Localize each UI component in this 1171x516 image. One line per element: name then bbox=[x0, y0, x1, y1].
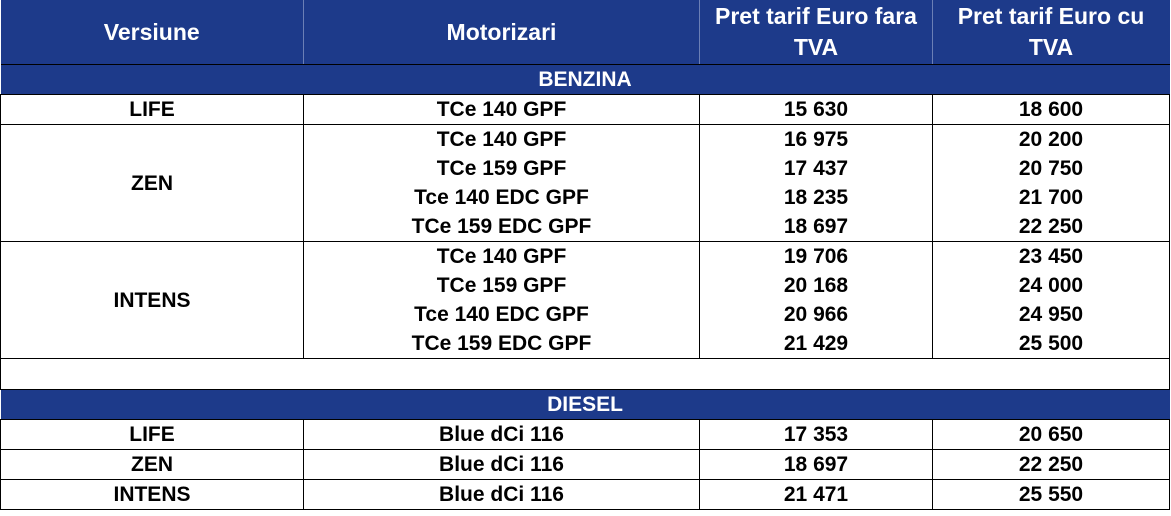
table-row: LIFE Blue dCi 116 17 353 20 650 bbox=[0, 419, 1170, 450]
header-pret-cu-tva: Pret tarif Euro cu TVA bbox=[932, 0, 1170, 65]
table-row: TCe 159 EDC GPF 21 429 25 500 bbox=[1, 329, 1170, 359]
price-net-cell: 15 630 bbox=[699, 94, 933, 125]
table-row: Tce 140 EDC GPF 18 235 21 700 bbox=[1, 183, 1170, 212]
engine-cell: TCe 140 GPF bbox=[303, 241, 700, 271]
engine-cell: TCe 159 GPF bbox=[303, 154, 700, 183]
price-gross-cell: 25 500 bbox=[932, 329, 1170, 359]
engine-cell: Blue dCi 116 bbox=[303, 419, 700, 450]
engine-cell: TCe 159 EDC GPF bbox=[303, 329, 700, 359]
price-gross-cell: 18 600 bbox=[932, 94, 1170, 125]
section-title-diesel: DIESEL bbox=[0, 389, 1170, 420]
engine-cell: TCe 140 GPF bbox=[303, 124, 700, 154]
header-row: Versiune Motorizari Pret tarif Euro fara… bbox=[0, 0, 1170, 65]
price-gross-cell: 23 450 bbox=[932, 241, 1170, 271]
price-gross-cell: 24 950 bbox=[932, 300, 1170, 329]
header-motorizari: Motorizari bbox=[303, 0, 700, 65]
section-title-benzina: BENZINA bbox=[0, 64, 1170, 95]
price-gross-cell: 22 250 bbox=[932, 449, 1170, 480]
price-net-cell: 17 353 bbox=[699, 419, 933, 450]
table-row: TCe 159 GPF 20 168 24 000 bbox=[1, 271, 1170, 300]
price-gross-cell: 25 550 bbox=[932, 479, 1170, 510]
header-pret-fara-tva: Pret tarif Euro fara TVA bbox=[699, 0, 933, 65]
engine-cell: TCe 159 GPF bbox=[303, 271, 700, 300]
engine-cell: Tce 140 EDC GPF bbox=[303, 300, 700, 329]
table-row: LIFE TCe 140 GPF 15 630 18 600 bbox=[0, 94, 1170, 125]
section-row-benzina: BENZINA bbox=[0, 64, 1170, 95]
engine-cell: Blue dCi 116 bbox=[303, 479, 700, 510]
table-row: TCe 159 EDC GPF 18 697 22 250 bbox=[1, 212, 1170, 242]
engine-cell: Blue dCi 116 bbox=[303, 449, 700, 480]
spacer-cell bbox=[0, 358, 1170, 390]
price-net-cell: 19 706 bbox=[699, 241, 933, 271]
price-net-cell: 20 168 bbox=[699, 271, 933, 300]
engine-cell: TCe 140 GPF bbox=[303, 94, 700, 125]
price-gross-cell: 20 750 bbox=[932, 154, 1170, 183]
price-net-cell: 21 471 bbox=[699, 479, 933, 510]
version-cell: LIFE bbox=[0, 419, 304, 450]
price-gross-cell: 20 650 bbox=[932, 419, 1170, 450]
table-row: ZEN TCe 140 GPF 16 975 20 200 bbox=[0, 124, 1170, 242]
table-row: Tce 140 EDC GPF 20 966 24 950 bbox=[1, 300, 1170, 329]
price-gross-cell: 22 250 bbox=[932, 212, 1170, 242]
version-cell: INTENS bbox=[0, 479, 304, 510]
price-net-cell: 16 975 bbox=[699, 124, 933, 154]
price-net-cell: 17 437 bbox=[699, 154, 933, 183]
section-row-diesel: DIESEL bbox=[0, 389, 1170, 420]
spacer-row bbox=[0, 358, 1170, 390]
table-row: ZEN Blue dCi 116 18 697 22 250 bbox=[0, 449, 1170, 480]
price-net-cell: 21 429 bbox=[699, 329, 933, 359]
price-gross-cell: 20 200 bbox=[932, 124, 1170, 154]
header-versiune: Versiune bbox=[0, 0, 304, 65]
version-cell: ZEN bbox=[0, 449, 304, 480]
engine-cell: Tce 140 EDC GPF bbox=[303, 183, 700, 212]
version-cell: LIFE bbox=[0, 94, 304, 125]
version-cell: INTENS bbox=[0, 241, 304, 359]
price-net-cell: 20 966 bbox=[699, 300, 933, 329]
table-row: INTENS Blue dCi 116 21 471 25 550 bbox=[0, 479, 1170, 510]
price-gross-cell: 21 700 bbox=[932, 183, 1170, 212]
price-net-cell: 18 697 bbox=[699, 212, 933, 242]
version-cell: ZEN bbox=[0, 124, 304, 242]
engine-cell: TCe 159 EDC GPF bbox=[303, 212, 700, 242]
price-gross-cell: 24 000 bbox=[932, 271, 1170, 300]
table-row: TCe 159 GPF 17 437 20 750 bbox=[1, 154, 1170, 183]
table-row: INTENS TCe 140 GPF 19 706 23 450 bbox=[0, 241, 1170, 359]
price-net-cell: 18 697 bbox=[699, 449, 933, 480]
price-net-cell: 18 235 bbox=[699, 183, 933, 212]
